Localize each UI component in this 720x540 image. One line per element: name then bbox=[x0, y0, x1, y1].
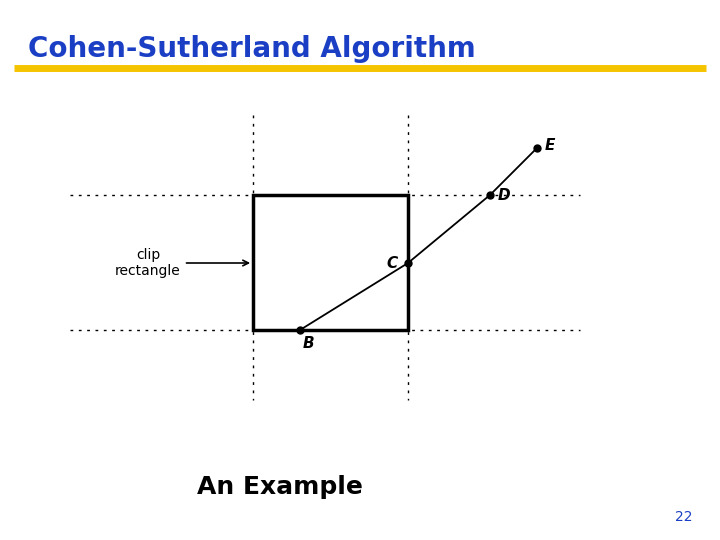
Text: clip
rectangle: clip rectangle bbox=[115, 248, 248, 278]
Text: Cohen-Sutherland Algorithm: Cohen-Sutherland Algorithm bbox=[28, 35, 476, 63]
Text: B: B bbox=[303, 336, 315, 352]
Text: E: E bbox=[545, 138, 555, 153]
Text: An Example: An Example bbox=[197, 475, 363, 499]
Bar bbox=[253, 195, 408, 330]
Text: C: C bbox=[386, 255, 397, 271]
Text: D: D bbox=[498, 187, 510, 202]
Text: 22: 22 bbox=[675, 510, 692, 524]
